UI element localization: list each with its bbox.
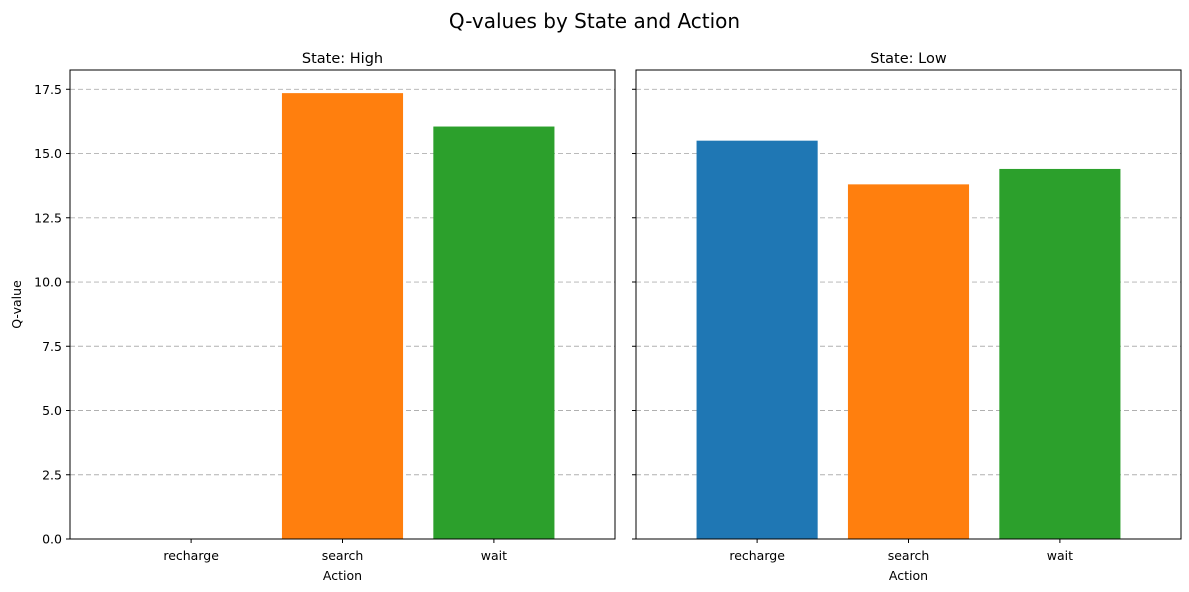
axes-frame [635, 69, 1182, 540]
x-tick-label: wait [481, 548, 507, 563]
y-tick-label: 12.5 [34, 210, 62, 225]
x-tick-label: recharge [163, 548, 219, 563]
figure-title: Q-values by State and Action [449, 9, 740, 33]
x-tick-label: search [888, 548, 930, 563]
x-tick-label: recharge [729, 548, 785, 563]
axes-frame [69, 69, 616, 540]
y-tick-label: 0.0 [42, 532, 62, 547]
x-axis-label: Action [323, 568, 362, 583]
bar-recharge [696, 140, 818, 539]
subplot-title: State: Low [870, 51, 947, 67]
y-tick-label: 2.5 [42, 467, 62, 482]
x-tick-label: wait [1047, 548, 1073, 563]
y-tick-label: 7.5 [42, 339, 62, 354]
subplot-title: State: High [302, 51, 383, 67]
bar-wait [433, 126, 555, 539]
y-tick-label: 10.0 [34, 275, 62, 290]
bar-wait [999, 168, 1121, 539]
y-axis-label: Q-value [9, 280, 24, 329]
y-tick-label: 15.0 [34, 146, 62, 161]
x-axis-label: Action [889, 568, 928, 583]
x-tick-label: search [322, 548, 364, 563]
subplot-2: recharge search wait State: Low Action [632, 51, 1182, 583]
bar-search [281, 93, 404, 539]
y-tick-label: 5.0 [42, 403, 62, 418]
y-tick-label: 17.5 [34, 82, 62, 97]
bar-search [847, 184, 970, 540]
subplot-1: 0.0 2.5 5.0 7.5 10.0 12.5 15.0 17.5 recharge sear… [9, 51, 616, 583]
